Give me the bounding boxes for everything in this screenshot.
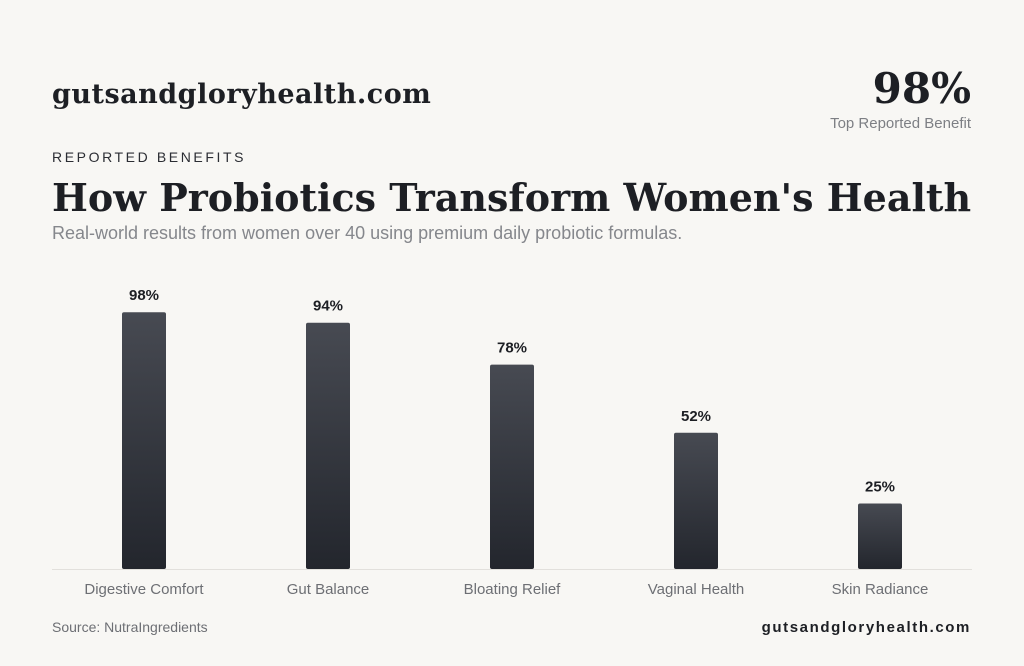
- value-label: 78%: [497, 340, 527, 357]
- value-label: 52%: [681, 408, 711, 425]
- x-tick-label: Digestive Comfort: [84, 581, 204, 598]
- kpi-value: 98%: [873, 64, 971, 113]
- bar: [306, 322, 350, 569]
- brand: gutsandgloryhealth.com: [52, 79, 431, 110]
- footer-brand: gutsandgloryhealth.com: [762, 619, 971, 636]
- bar: [122, 312, 166, 569]
- value-label: 98%: [129, 287, 159, 304]
- eyebrow: REPORTED BENEFITS: [52, 149, 246, 165]
- bar: [674, 432, 718, 569]
- value-label: 25%: [865, 479, 895, 496]
- bar: [858, 503, 902, 569]
- chart-subtitle: Real-world results from women over 40 us…: [52, 223, 682, 243]
- x-tick-label: Skin Radiance: [832, 581, 929, 598]
- value-label: 94%: [313, 298, 343, 315]
- chart-title: How Probiotics Transform Women's Health: [52, 175, 971, 220]
- source: Source: NutraIngredients: [52, 619, 208, 635]
- bar: [490, 364, 534, 569]
- x-tick-label: Vaginal Health: [648, 581, 744, 598]
- kpi-label: Top Reported Benefit: [830, 115, 972, 132]
- x-tick-label: Bloating Relief: [464, 581, 562, 598]
- x-tick-label: Gut Balance: [287, 581, 370, 598]
